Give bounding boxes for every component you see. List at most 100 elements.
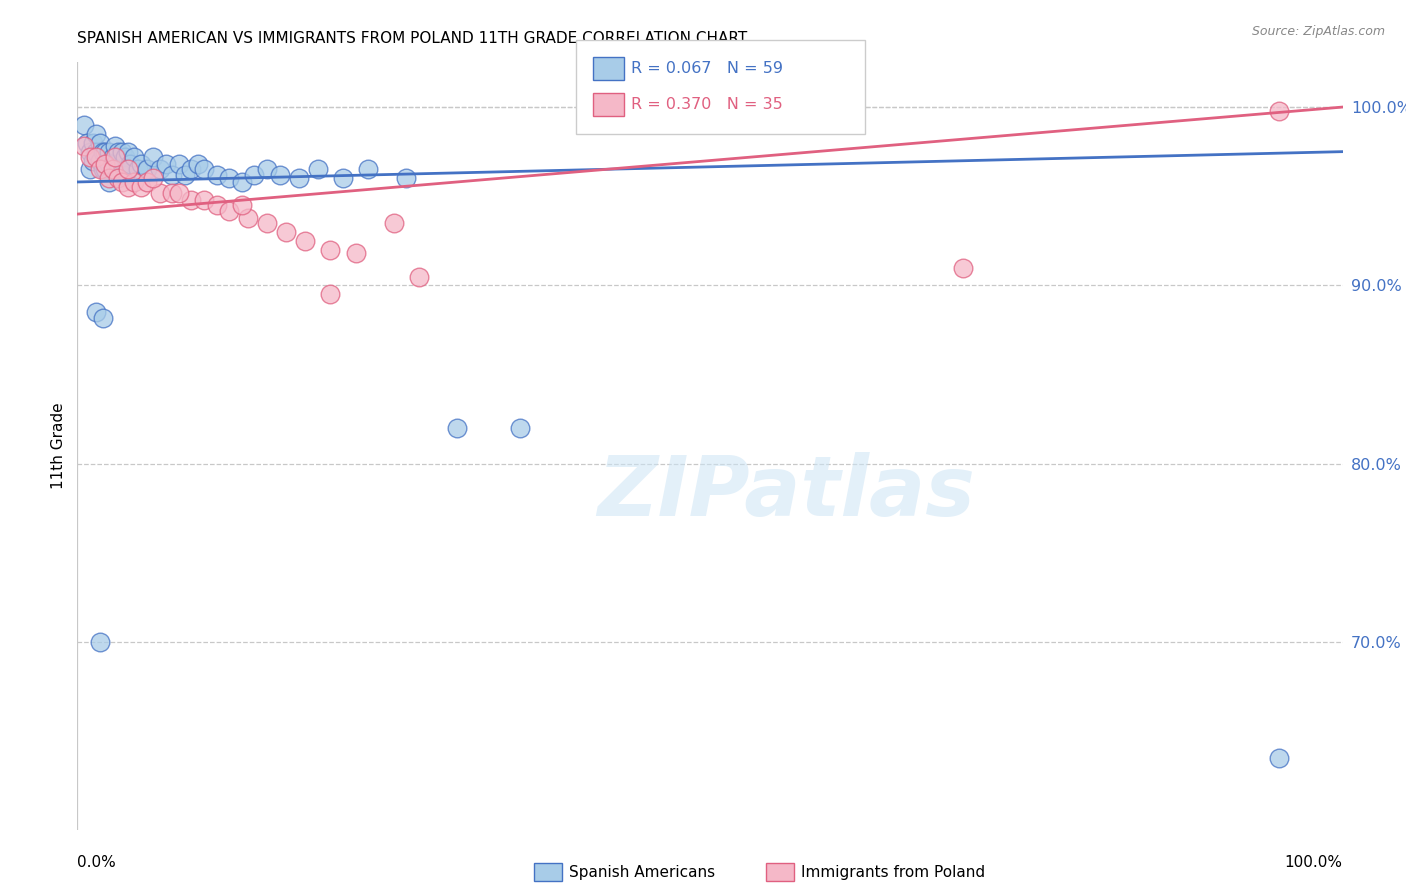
- Point: [382, 216, 405, 230]
- Point: [111, 145, 132, 159]
- Point: [294, 234, 316, 248]
- Point: [408, 269, 430, 284]
- Point: [238, 211, 260, 225]
- Point: [120, 157, 142, 171]
- Point: [149, 162, 172, 177]
- Point: [117, 145, 139, 159]
- Point: [124, 175, 146, 189]
- Text: SPANISH AMERICAN VS IMMIGRANTS FROM POLAND 11TH GRADE CORRELATION CHART: SPANISH AMERICAN VS IMMIGRANTS FROM POLA…: [77, 31, 748, 46]
- Point: [111, 166, 132, 180]
- Point: [79, 145, 101, 159]
- Point: [446, 421, 468, 435]
- Text: Immigrants from Poland: Immigrants from Poland: [801, 865, 986, 880]
- Point: [395, 171, 418, 186]
- Point: [155, 157, 177, 171]
- Point: [180, 193, 202, 207]
- Point: [136, 175, 159, 189]
- Point: [205, 168, 228, 182]
- Point: [91, 145, 114, 159]
- Point: [89, 635, 111, 649]
- Text: ZIPatlas: ZIPatlas: [598, 451, 974, 533]
- Point: [218, 171, 240, 186]
- Point: [287, 171, 309, 186]
- Point: [307, 162, 329, 177]
- Point: [111, 175, 132, 189]
- Point: [509, 421, 531, 435]
- Point: [79, 150, 101, 164]
- Point: [167, 186, 190, 200]
- Point: [82, 136, 104, 150]
- Point: [269, 168, 291, 182]
- Point: [98, 171, 120, 186]
- Point: [107, 145, 129, 159]
- Point: [98, 175, 120, 189]
- Point: [357, 162, 380, 177]
- Point: [193, 193, 215, 207]
- Point: [162, 186, 183, 200]
- Point: [101, 162, 124, 177]
- Point: [91, 310, 114, 325]
- Point: [129, 180, 152, 194]
- Point: [94, 145, 117, 159]
- Text: 0.0%: 0.0%: [77, 855, 117, 870]
- Point: [107, 171, 129, 186]
- Point: [76, 136, 98, 150]
- Point: [114, 168, 136, 182]
- Text: Spanish Americans: Spanish Americans: [569, 865, 716, 880]
- Point: [205, 198, 228, 212]
- Point: [124, 150, 146, 164]
- Point: [193, 162, 215, 177]
- Point: [1268, 103, 1291, 118]
- Point: [319, 287, 342, 301]
- Point: [98, 157, 120, 171]
- Point: [344, 246, 367, 260]
- Text: R = 0.370   N = 35: R = 0.370 N = 35: [631, 97, 783, 112]
- Point: [332, 171, 354, 186]
- Point: [167, 157, 190, 171]
- Point: [129, 157, 152, 171]
- Point: [104, 157, 127, 171]
- Point: [117, 162, 139, 177]
- Point: [117, 162, 139, 177]
- Point: [127, 162, 149, 177]
- Point: [89, 136, 111, 150]
- Point: [104, 150, 127, 164]
- Point: [73, 139, 96, 153]
- Point: [91, 162, 114, 177]
- Point: [174, 168, 197, 182]
- Point: [86, 127, 108, 141]
- Point: [256, 162, 278, 177]
- Point: [117, 180, 139, 194]
- Point: [89, 153, 111, 168]
- Point: [98, 145, 120, 159]
- Point: [142, 171, 165, 186]
- Point: [186, 157, 209, 171]
- Point: [107, 162, 129, 177]
- Point: [276, 225, 298, 239]
- Text: R = 0.067   N = 59: R = 0.067 N = 59: [631, 62, 783, 76]
- Text: 100.0%: 100.0%: [1285, 855, 1343, 870]
- Point: [86, 150, 108, 164]
- Y-axis label: 11th Grade: 11th Grade: [51, 402, 66, 490]
- Point: [94, 157, 117, 171]
- Point: [136, 162, 159, 177]
- Point: [79, 162, 101, 177]
- Point: [162, 168, 183, 182]
- Point: [86, 145, 108, 159]
- Point: [149, 186, 172, 200]
- Point: [218, 203, 240, 218]
- Point: [243, 168, 266, 182]
- Point: [104, 139, 127, 153]
- Point: [101, 150, 124, 164]
- Point: [94, 162, 117, 177]
- Point: [231, 175, 253, 189]
- Point: [82, 153, 104, 168]
- Point: [180, 162, 202, 177]
- Point: [319, 243, 342, 257]
- Point: [73, 118, 96, 132]
- Point: [114, 150, 136, 164]
- Point: [1268, 751, 1291, 765]
- Text: Source: ZipAtlas.com: Source: ZipAtlas.com: [1251, 25, 1385, 38]
- Point: [86, 305, 108, 319]
- Point: [89, 162, 111, 177]
